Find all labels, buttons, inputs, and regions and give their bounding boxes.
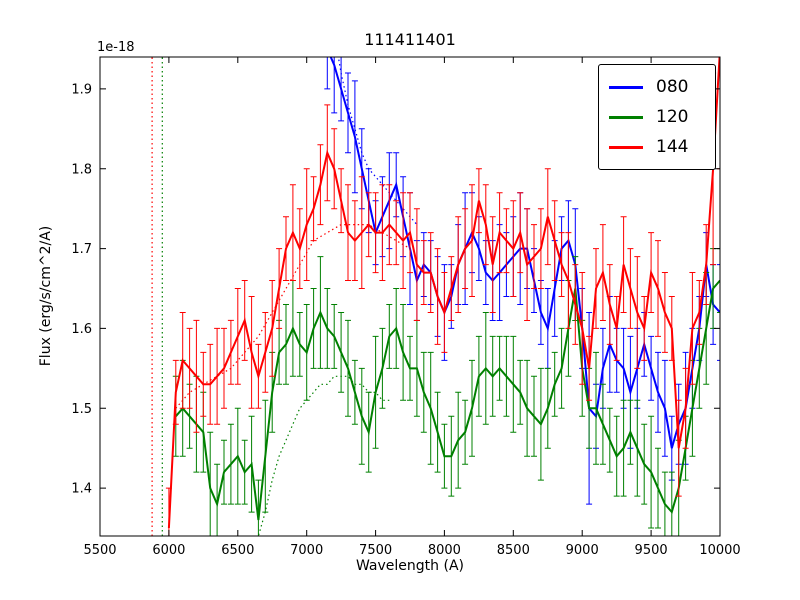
legend-label-120: 120 <box>656 106 689 127</box>
svg-text:10000: 10000 <box>699 543 740 558</box>
y-axis-offset-label: 1e-18 <box>97 40 135 55</box>
svg-text:1.6: 1.6 <box>71 322 92 337</box>
svg-text:6000: 6000 <box>152 543 185 558</box>
legend-item-120: 120 <box>609 102 705 132</box>
svg-text:9000: 9000 <box>566 543 599 558</box>
legend-line-144-swatch <box>609 145 643 149</box>
svg-text:1.8: 1.8 <box>71 162 92 177</box>
svg-text:1.7: 1.7 <box>71 242 92 257</box>
svg-text:6500: 6500 <box>221 543 254 558</box>
svg-text:8500: 8500 <box>497 543 530 558</box>
legend-label-080: 080 <box>656 76 689 97</box>
svg-text:9500: 9500 <box>635 543 668 558</box>
legend-item-144: 144 <box>609 132 705 162</box>
y-axis-label: Flux (erg/s/cm^2/A) <box>38 225 54 367</box>
legend-label-144: 144 <box>656 136 689 157</box>
svg-text:7500: 7500 <box>359 543 392 558</box>
x-axis-label: Wavelength (A) <box>355 558 464 574</box>
legend-line-080-swatch <box>609 85 643 89</box>
svg-text:1.9: 1.9 <box>71 82 92 97</box>
svg-text:5500: 5500 <box>83 543 116 558</box>
legend-line-120-swatch <box>609 115 643 119</box>
svg-text:1.5: 1.5 <box>71 402 92 417</box>
svg-text:7000: 7000 <box>290 543 323 558</box>
svg-text:8000: 8000 <box>428 543 461 558</box>
legend: 080 120 144 <box>598 64 716 170</box>
chart-title: 111411401 <box>364 30 456 49</box>
svg-text:1.4: 1.4 <box>71 482 92 497</box>
legend-item-080: 080 <box>609 72 705 102</box>
